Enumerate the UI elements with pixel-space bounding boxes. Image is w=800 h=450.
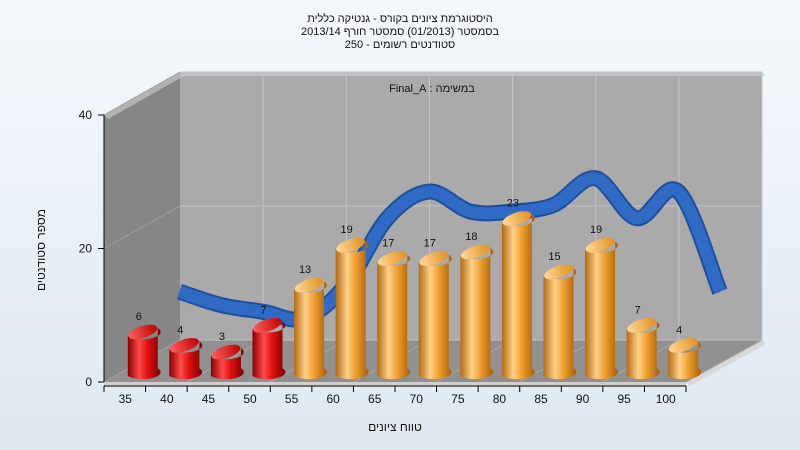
bar-top: [460, 244, 490, 260]
data-label: 4: [676, 324, 682, 336]
y-tick-label: 0: [85, 375, 92, 389]
x-tick-label: 50: [243, 392, 257, 406]
bar-top: [336, 237, 366, 253]
bar-top: [585, 237, 615, 253]
bar-top: [169, 338, 199, 353]
x-tick-label: 35: [119, 392, 133, 406]
bar-body: [252, 321, 286, 380]
bar: [335, 237, 369, 380]
x-tick-label: 45: [202, 392, 216, 406]
x-ticks: 35 40 45 50 55 60 65 70 75 80 85 90 95 100: [103, 386, 687, 406]
bar: [127, 324, 161, 380]
data-label: 4: [177, 324, 183, 336]
bar-body: [585, 241, 618, 380]
x-tick-label: 55: [285, 392, 299, 406]
chart-title: היסטוגרמת ציונים בקורס - גנטיקה כללית בס…: [301, 12, 499, 51]
data-label: 18: [465, 231, 477, 243]
grid-line: [103, 205, 181, 249]
x-tick-label: 90: [576, 392, 590, 406]
x-tick-label: 85: [534, 392, 548, 406]
data-label: 23: [507, 197, 519, 209]
bar-body: [626, 321, 660, 380]
data-label: 19: [590, 224, 602, 236]
y-tick-label: 40: [79, 108, 93, 122]
data-label: 3: [219, 331, 225, 343]
trend-band-line: [177, 172, 726, 326]
chart-annotation: במשימה : Final_A: [389, 83, 475, 95]
trend-band: [176, 170, 728, 328]
y-axis-label: מספר סטודנטים: [34, 209, 48, 291]
bar: [418, 251, 452, 380]
bar-body: [668, 341, 702, 380]
title-line-3: סטודנטים רשומים - 250: [345, 39, 456, 51]
data-label: 7: [260, 304, 266, 316]
top-edge: [180, 72, 766, 76]
x-tick-label: 60: [326, 392, 340, 406]
bar: [210, 344, 244, 380]
bar: [626, 318, 660, 380]
bar-body: [418, 254, 452, 380]
x-tick-label: 40: [160, 392, 174, 406]
x-axis-label: טווח ציונים: [368, 420, 422, 434]
data-label: 15: [548, 251, 560, 263]
bar: [668, 338, 702, 380]
data-label: 17: [424, 238, 436, 250]
x-tick-label: 65: [368, 392, 382, 406]
bar-body: [543, 268, 577, 380]
bar: [585, 237, 618, 380]
y-ticks: 0 20 40: [79, 108, 104, 389]
bar-top: [377, 251, 407, 266]
bar-top: [294, 277, 324, 293]
bar-body: [294, 281, 327, 380]
data-label: 7: [635, 304, 641, 316]
side-top-edge: [104, 72, 184, 119]
x-tick-label: 70: [410, 392, 424, 406]
bar: [252, 318, 286, 380]
data-label: 19: [341, 224, 353, 236]
bar-body: [377, 254, 411, 380]
x-tick-label: 80: [493, 392, 507, 406]
title-line-1: היסטוגרמת ציונים בקורס - גנטיקה כללית: [307, 12, 493, 25]
bar-body: [335, 241, 369, 380]
x-tick-label: 75: [451, 392, 465, 406]
bar-top: [544, 264, 573, 280]
bar-body: [169, 341, 203, 380]
x-tick-label: 100: [656, 392, 676, 406]
bar: [169, 338, 203, 380]
data-label: 13: [299, 264, 311, 276]
bar-top: [211, 344, 241, 360]
front-edge: [104, 382, 686, 386]
data-labels: 6 4 3 7 13 19 17 17 18 23 15 19 7 4: [136, 197, 683, 343]
right-edge: [686, 340, 766, 386]
bar-top: [627, 318, 657, 333]
bar-top: [668, 338, 698, 353]
data-label: 6: [136, 311, 142, 323]
title-line-2: בסמסטר (01/2013) סמסטר חורף 2013/14: [301, 26, 499, 38]
grid-line: [103, 71, 181, 116]
bar-body: [210, 348, 244, 380]
data-label: 17: [382, 238, 394, 250]
bar-body: [460, 248, 494, 380]
bar: [294, 277, 327, 380]
bar-body: [501, 214, 535, 380]
bars: [127, 211, 702, 380]
bar: [460, 244, 494, 380]
y-tick-label: 20: [79, 242, 93, 256]
bar-body: [127, 328, 161, 380]
bar-top: [128, 324, 158, 340]
bar: [501, 211, 535, 380]
bar: [543, 264, 577, 380]
bar-top: [502, 211, 532, 226]
bar-top: [253, 318, 282, 333]
bar-top: [419, 251, 449, 266]
x-tick-label: 95: [617, 392, 631, 406]
bar: [377, 251, 411, 380]
